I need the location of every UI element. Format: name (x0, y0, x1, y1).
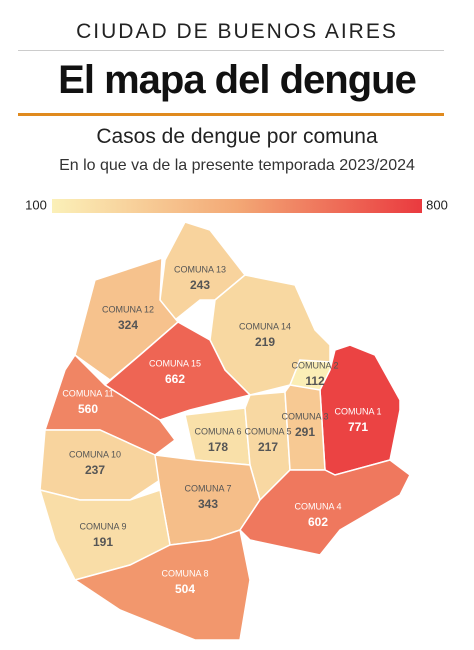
comuna-value: 112 (305, 374, 325, 388)
comuna-value: 560 (78, 402, 98, 416)
comuna-name: COMUNA 8 (161, 568, 208, 578)
comuna-value: 219 (255, 335, 275, 349)
rule (18, 113, 444, 116)
comuna-name: COMUNA 4 (294, 501, 341, 511)
comuna-name: COMUNA 13 (174, 264, 226, 274)
comuna-value: 217 (258, 440, 278, 454)
legend-bar (52, 199, 422, 213)
legend-min: 100 (25, 197, 47, 212)
comuna-area (103, 321, 252, 421)
note: En lo que va de la presente temporada 20… (59, 157, 415, 174)
comuna-value: 771 (348, 420, 368, 434)
comuna-name: COMUNA 10 (69, 449, 121, 459)
comuna-value: 602 (308, 515, 328, 529)
comuna-name: COMUNA 12 (102, 304, 154, 314)
comuna-name: COMUNA 9 (79, 521, 126, 531)
comuna-name: COMUNA 5 (244, 426, 291, 436)
comuna-value: 291 (295, 425, 315, 439)
comuna-area (184, 407, 251, 466)
comuna-name: COMUNA 2 (291, 360, 338, 370)
comuna-name: COMUNA 7 (184, 483, 231, 493)
legend-max: 800 (426, 197, 448, 212)
comuna-name: COMUNA 6 (194, 426, 241, 436)
comuna-value: 237 (85, 463, 105, 477)
comuna-name: COMUNA 14 (239, 321, 291, 331)
comuna-value: 243 (190, 278, 210, 292)
comuna-value: 191 (93, 535, 113, 549)
comuna-name: COMUNA 1 (334, 406, 381, 416)
title: El mapa del dengue (58, 58, 417, 102)
comuna-name: COMUNA 3 (281, 411, 328, 421)
rule (18, 50, 444, 51)
comuna-value: 343 (198, 497, 218, 511)
comuna-value: 178 (208, 440, 228, 454)
comuna-name: COMUNA 11 (62, 388, 113, 398)
comuna-name: COMUNA 15 (149, 358, 201, 368)
kicker: CIUDAD DE BUENOS AIRES (76, 20, 398, 43)
comuna-value: 662 (165, 372, 185, 386)
comuna-area (73, 529, 251, 641)
comuna-value: 324 (118, 318, 138, 332)
comuna-area (239, 459, 411, 556)
comuna-area (284, 384, 326, 471)
subtitle: Casos de dengue por comuna (96, 125, 378, 148)
comuna-value: 504 (175, 582, 195, 596)
